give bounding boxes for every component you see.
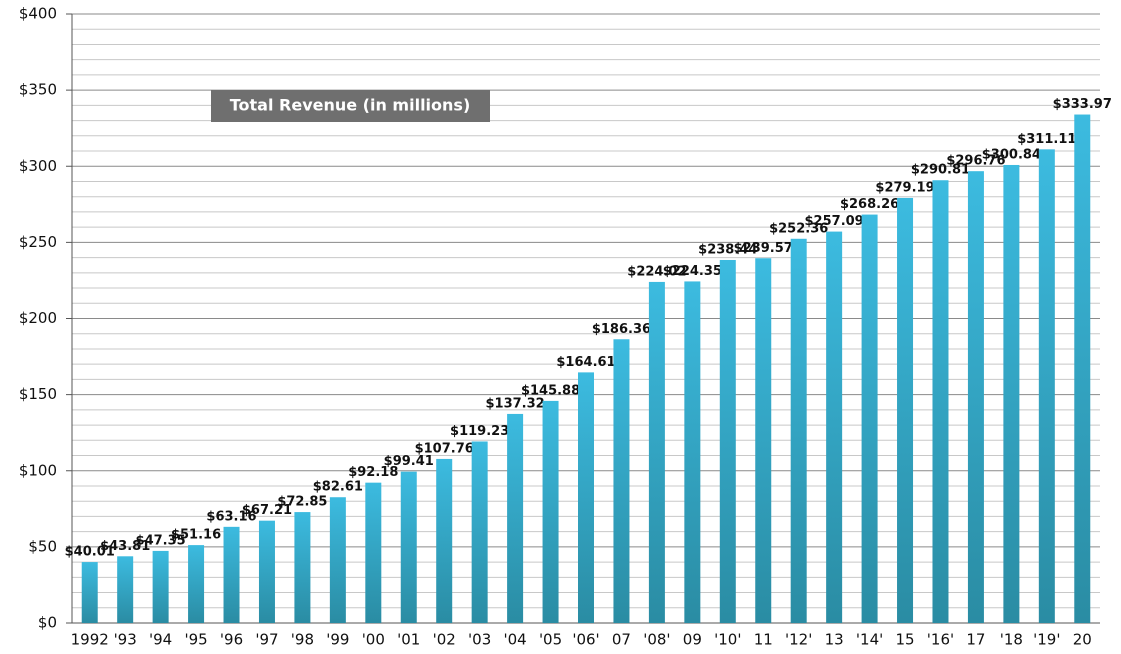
data-label: $72.85 [277,495,327,510]
data-label: $92.18 [348,465,398,480]
x-tick-label: '04 [503,631,526,649]
data-label: $119.23 [450,424,509,439]
x-tick-label: 07 [612,631,631,649]
x-tick-label: '06' [572,631,599,649]
y-tick-label: $400 [19,5,57,23]
data-label: $99.41 [384,454,434,469]
data-label: $296.76 [946,154,1005,169]
bar [294,512,311,623]
x-tick-label: '14' [856,631,883,649]
data-label: $252.36 [769,221,828,236]
data-label: $224.02 [627,264,686,279]
x-tick-label: '12' [785,631,812,649]
data-label: $268.26 [840,197,899,212]
bar [152,550,169,623]
data-label: $224.35 [663,264,722,279]
bar [578,372,594,623]
data-label: $164.61 [556,355,615,370]
data-label: $67.21 [242,503,292,518]
y-tick-label: $200 [19,309,57,327]
bar [967,171,984,623]
bar [365,482,382,623]
data-label: $107.76 [415,441,474,456]
bar [223,526,240,623]
x-tick-label: '98 [291,631,314,649]
bar [719,259,736,623]
y-tick-label: $300 [19,157,57,175]
bar [188,545,205,623]
y-tick-label: $50 [28,537,57,555]
x-tick-label: 17 [966,631,985,649]
data-label: $82.61 [313,480,363,495]
data-label: $186.36 [592,322,651,337]
bar [613,339,630,623]
data-label: $333.97 [1053,97,1112,112]
bar [507,413,524,623]
x-tick-label: 15 [895,631,914,649]
x-tick-label: '19' [1033,631,1060,649]
x-tick-label: '08' [643,631,670,649]
bar [861,214,878,623]
x-tick-label: 20 [1073,631,1092,649]
y-tick-label: $350 [19,81,57,99]
bar [81,562,98,623]
bar [755,258,772,623]
x-tick-label: '16' [927,631,954,649]
bar [436,458,453,623]
data-label: $43.81 [100,539,150,554]
x-tick-label: '05 [539,631,562,649]
bar [790,238,807,623]
bar [542,400,559,623]
x-tick-label: '02 [433,631,456,649]
data-label: $300.84 [982,147,1041,162]
bar [117,556,134,623]
data-label: $40.01 [65,545,115,560]
x-tick-label: 09 [683,631,702,649]
x-tick-label: '96 [220,631,243,649]
bar [400,471,417,623]
data-label: $47.35 [136,533,186,548]
title-box [211,90,490,122]
x-tick-label: 1992 [71,631,109,649]
bar [684,281,701,623]
chart-title: Total Revenue (in millions) [230,96,471,115]
x-tick-label: '94 [149,631,172,649]
data-label: $290.81 [911,163,970,178]
x-tick-label: 11 [754,631,773,649]
x-tick-label: '18 [1000,631,1023,649]
data-label: $145.88 [521,383,580,398]
x-tick-label: '93 [114,631,137,649]
x-tick-label: '95 [184,631,207,649]
x-tick-label: '97 [255,631,278,649]
bar [1038,149,1055,623]
y-tick-label: $150 [19,385,57,403]
bar [258,520,275,623]
x-tick-label: '01 [397,631,420,649]
y-tick-label: $0 [38,614,57,632]
data-label: $239.57 [734,241,793,256]
x-tick-label: 13 [825,631,844,649]
y-tick-label: $100 [19,461,57,479]
data-label: $137.32 [485,396,544,411]
bar [826,231,843,623]
bar [329,497,346,623]
x-tick-label: '00 [362,631,385,649]
x-tick-label: '03 [468,631,491,649]
data-label: $279.19 [875,180,934,195]
bar [471,441,488,623]
bar [1003,164,1020,623]
data-label: $51.16 [171,528,221,543]
x-tick-label: '99 [326,631,349,649]
bar [897,197,914,623]
x-tick-label: '10' [714,631,741,649]
data-label: $311.11 [1017,132,1076,147]
y-tick-label: $250 [19,233,57,251]
data-label: $238.44 [698,242,757,257]
bar [932,180,949,624]
data-label: $63.16 [206,509,256,524]
bar [1074,114,1091,624]
bar [648,281,665,623]
data-label: $257.09 [805,214,864,229]
